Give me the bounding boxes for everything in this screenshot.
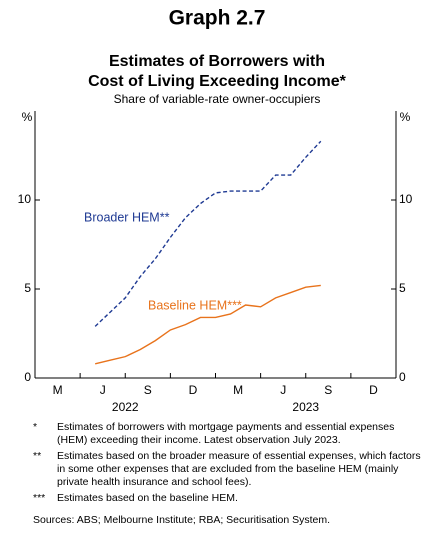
x-tick-label: M: [233, 383, 243, 397]
x-tick-label: D: [189, 383, 198, 397]
footnote-marker: *: [33, 421, 38, 433]
year-label: 2023: [292, 400, 319, 414]
y-tick-label: 0: [24, 370, 31, 384]
y-tick-label: 0: [399, 370, 406, 384]
series-line: [94, 140, 322, 327]
year-label: 2022: [112, 400, 139, 414]
footnote-text: Estimates based on the broader measure o…: [57, 450, 421, 488]
chart: Graph 2.7 Estimates of Borrowers with Co…: [18, 7, 413, 415]
footnote-marker: ***: [33, 492, 46, 504]
x-tick-label: J: [100, 383, 106, 397]
x-tick-label: M: [53, 383, 63, 397]
footnotes: * Estimates of borrowers with mortgage pa…: [33, 421, 423, 508]
x-tick-label: D: [369, 383, 378, 397]
footnote-text: Estimates based on the baseline HEM.: [57, 492, 238, 504]
chart-title: Graph 2.7: [169, 7, 266, 30]
footnote-marker: **: [33, 450, 42, 462]
footnote-text: Estimates of borrowers with mortgage pay…: [57, 421, 395, 446]
x-tick-label: S: [144, 383, 152, 397]
y-unit: %: [400, 110, 411, 124]
chart-subtitle: Estimates of Borrowers with: [109, 53, 325, 70]
x-tick-label: S: [324, 383, 332, 397]
chart-description: Share of variable-rate owner-occupiers: [114, 92, 321, 106]
footnote: * Estimates of borrowers with mortgage pa…: [33, 421, 423, 447]
y-tick-label: 5: [24, 281, 31, 295]
y-unit: %: [22, 110, 33, 124]
footnote: *** Estimates based on the baseline HEM.: [33, 492, 423, 505]
y-tick-label: 10: [18, 192, 32, 206]
series-label: Baseline HEM***: [148, 298, 242, 312]
sources: Sources: ABS; Melbourne Institute; RBA; …: [33, 514, 331, 526]
y-tick-label: 5: [399, 281, 406, 295]
footnote: ** Estimates based on the broader measure…: [33, 450, 423, 489]
chart-subtitle: Cost of Living Exceeding Income*: [88, 73, 347, 90]
series-label: Broader HEM**: [84, 210, 170, 224]
series-line: [95, 284, 321, 365]
y-tick-label: 10: [399, 192, 413, 206]
x-tick-label: J: [280, 383, 286, 397]
